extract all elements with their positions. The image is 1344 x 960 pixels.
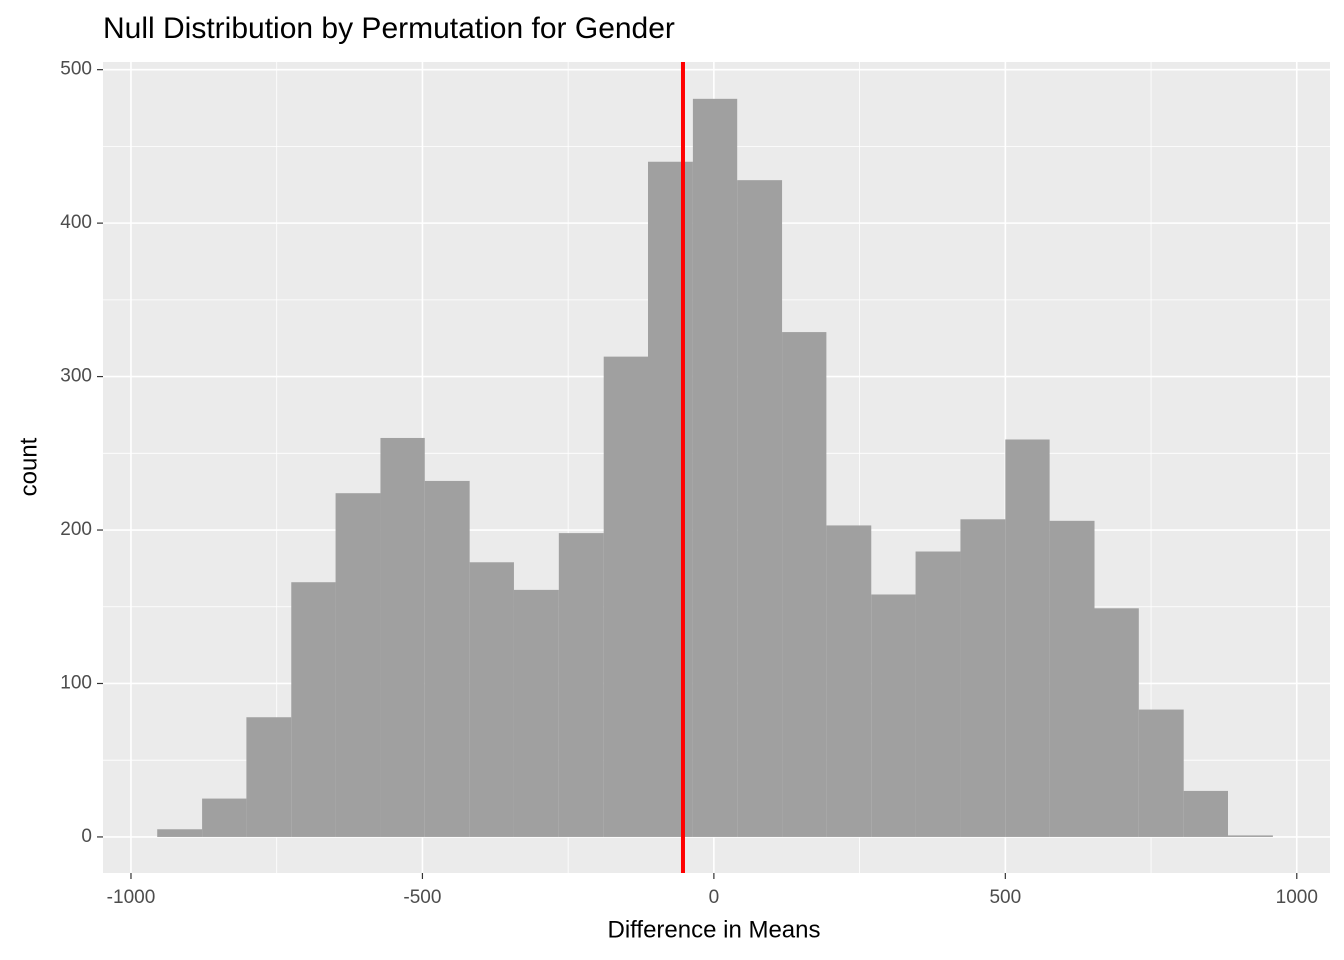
bar [1227,835,1273,837]
bar [1094,608,1139,837]
x-tick-label: 500 [989,887,1021,908]
y-tick-label: 400 [60,212,92,233]
bar [157,829,203,837]
bar [1183,790,1228,837]
y-tick-label: 300 [60,366,92,387]
bar [871,594,916,837]
bar [737,180,783,837]
y-tick-label: 200 [60,519,92,540]
bar [603,356,649,837]
bar [915,551,961,837]
bar [513,589,559,837]
y-axis-title: count [15,437,42,496]
y-tick-label: 100 [60,673,92,694]
bar [1049,520,1095,837]
x-tick-label: -1000 [107,887,156,908]
chart-title: Null Distribution by Permutation for Gen… [103,12,675,45]
bar [1005,439,1050,837]
y-tick-label: 500 [60,59,92,80]
bar [424,480,470,837]
x-tick-label: -500 [403,887,441,908]
bar [469,562,514,837]
bar [782,332,827,837]
bar [246,717,292,837]
y-tick-label: 0 [81,826,92,847]
bar [380,437,425,837]
x-tick-label: 1000 [1276,887,1318,908]
bar [960,519,1006,837]
x-tick-label: 0 [709,887,720,908]
bar [648,161,693,837]
bar [202,798,247,837]
bar [826,525,872,837]
bar [335,493,381,837]
bar [1138,709,1184,837]
x-axis-title: Difference in Means [608,916,821,943]
bar [291,582,336,837]
bar [558,533,604,837]
bar [692,98,738,837]
